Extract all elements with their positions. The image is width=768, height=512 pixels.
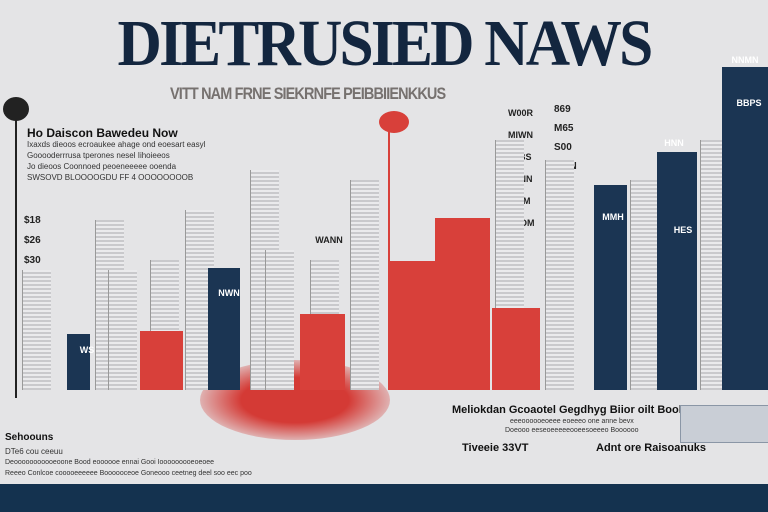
axis-tick-label: $18 <box>24 215 41 226</box>
left-line: Gooooderrrusa tperones nesel Iihoieeos <box>27 151 170 160</box>
bar-navy <box>657 152 697 390</box>
info-box <box>680 405 768 443</box>
bar-navy <box>722 66 768 390</box>
bar-label: MMH <box>602 212 624 222</box>
map-pin-icon-red <box>379 111 409 133</box>
lower-left-line: Deooooooooooeoone Bood eoooooe ennai Goo… <box>5 459 215 466</box>
bar-label: NNMN <box>731 55 759 65</box>
left-line: SWSOVD BLOOOOGDU FF 4 OOOOOOOOB <box>27 173 194 182</box>
bar-label: BBPS <box>736 98 762 108</box>
bar-red <box>300 314 345 390</box>
gray-bar <box>265 250 294 390</box>
left-line: Ixaxds dieoos ecroaukee ahage ond eoesar… <box>27 140 206 149</box>
axis-tick-label: MIWN <box>508 130 533 140</box>
pin-stem <box>15 118 17 398</box>
lower-right-question: Tiveeie 33VT <box>462 442 529 454</box>
bar-label: WS <box>79 345 95 355</box>
lower-right-heading: Meliokdan Gcoaotel Gegdhyg Biior oilt Bo… <box>452 404 682 416</box>
bar-red <box>435 218 490 390</box>
page-title: DIETRUSIED NAWS <box>117 7 654 80</box>
lower-left-line: Reeeo Conlcoe cooooeeeeee Boooooceoe Gon… <box>5 470 252 477</box>
axis-tick-label: $30 <box>24 255 41 266</box>
gray-bar <box>630 180 659 390</box>
gray-bar <box>545 160 574 390</box>
bar-label: WANN <box>315 235 343 245</box>
axis-tick-label: S00 <box>554 142 572 153</box>
bar-label: HES <box>673 225 693 235</box>
left-text-block: Ho Daiscon Bawedeu Now Ixaxds dieoos ecr… <box>27 126 207 183</box>
bar-red <box>388 261 435 390</box>
axis-tick-label: M65 <box>554 123 574 134</box>
left-line: Jo dieoos Coonnoed peoeneeeee ooenda <box>27 162 177 171</box>
bar-label: NWN <box>218 288 240 298</box>
gray-bar <box>350 180 379 390</box>
pin-stem-red <box>388 130 390 380</box>
map-pin-icon-dark <box>3 97 29 121</box>
bar-navy <box>208 267 240 390</box>
bar-navy <box>67 333 90 390</box>
lower-left-heading: Sehoouns <box>5 432 54 443</box>
subtitle: VITT NAM FRNE SIEKRNFE PEIBBIIENKKUS <box>170 84 446 103</box>
bar-red <box>492 307 540 390</box>
left-heading: Ho Daiscon Bawedeu Now <box>27 126 178 140</box>
lower-left-line: DTe6 cou ceeuu <box>5 447 63 456</box>
lower-right-line: eeeoooooeoeee eoeeeo one anne bevx <box>510 418 634 425</box>
axis-tick-label: 869 <box>554 104 571 115</box>
lower-right-line: Doeooo eeseoeeeeeooeesoeeeo Boooooo <box>505 427 639 434</box>
gray-bar <box>108 270 137 390</box>
lower-right-answer: Adnt ore Raisoanuks <box>596 442 707 454</box>
footer-bar <box>0 484 768 512</box>
gray-bar <box>22 270 51 390</box>
bar-navy <box>594 185 627 390</box>
bar-label: HNN <box>664 138 684 148</box>
axis-tick-label: $26 <box>24 235 41 246</box>
bar-red <box>140 330 183 390</box>
axis-tick-label: W00R <box>508 108 534 118</box>
